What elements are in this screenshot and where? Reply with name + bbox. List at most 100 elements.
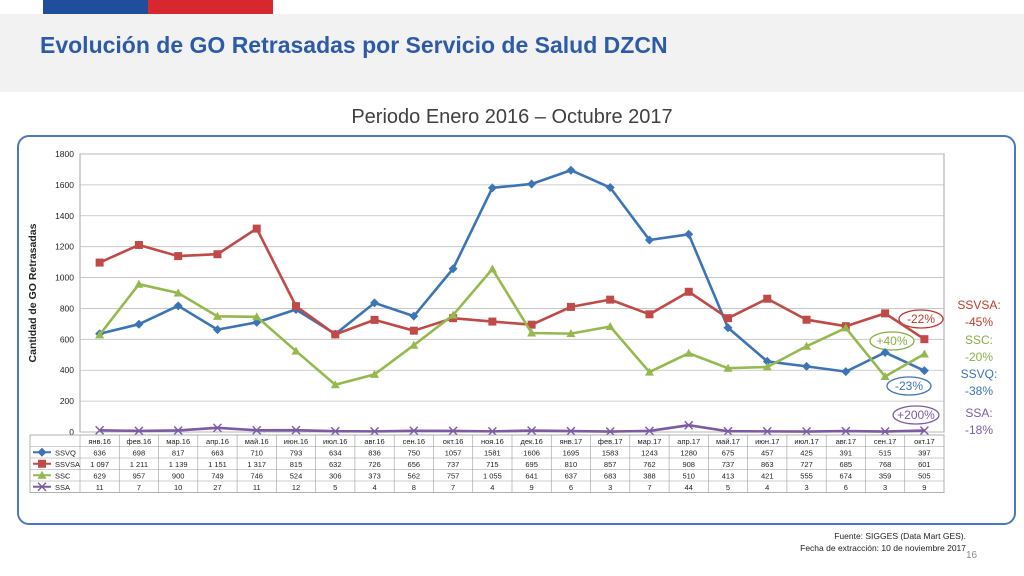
data-point-ssa — [802, 427, 812, 437]
table-cell-ssc: 749 — [211, 471, 224, 480]
table-cell-ssa: 4 — [765, 483, 769, 492]
data-point-ssc — [802, 341, 812, 350]
data-point-ssa — [762, 426, 772, 436]
data-point-ssvsa — [763, 294, 772, 303]
annotation-ssvq-change: -23% — [894, 379, 923, 393]
x-tick-label: сен.17 — [874, 437, 897, 446]
side-label-ssa-value: -18% — [964, 423, 993, 437]
extraction-date: Fecha de extracción: 10 de noviembre 201… — [800, 543, 966, 553]
data-point-ssa — [487, 426, 497, 436]
data-point-ssc — [723, 363, 733, 372]
data-point-ssvsa — [331, 330, 340, 339]
data-point-ssvq — [919, 366, 929, 376]
data-point-ssc — [644, 367, 654, 376]
table-cell-ssvsa: 762 — [643, 460, 656, 469]
table-cell-ssvq: 817 — [172, 448, 185, 457]
table-cell-ssvq: 1606 — [523, 448, 540, 457]
data-point-ssa — [723, 426, 733, 436]
table-cell-ssc: 637 — [565, 471, 578, 480]
data-point-ssc — [841, 323, 851, 332]
y-tick-label: 1000 — [55, 273, 74, 283]
x-tick-label: сен.16 — [403, 437, 426, 446]
legend-marker-ssvsa — [38, 459, 46, 468]
table-cell-ssvq: 836 — [368, 448, 381, 457]
data-point-ssvsa — [684, 287, 693, 296]
x-tick-label: фев.16 — [127, 437, 152, 446]
legend-marker-ssvq — [37, 447, 47, 457]
table-cell-ssvq: 634 — [329, 448, 342, 457]
x-tick-label: фев.17 — [598, 437, 623, 446]
table-cell-ssc: 555 — [800, 471, 813, 480]
table-cell-ssvsa: 1 097 — [90, 460, 109, 469]
table-cell-ssc: 746 — [250, 471, 263, 480]
table-cell-ssvq: 1695 — [563, 448, 580, 457]
data-point-ssc — [370, 369, 380, 378]
table-cell-ssvq: 663 — [211, 448, 224, 457]
y-tick-label: 200 — [60, 396, 74, 406]
slide-title: Evolución de GO Retrasadas por Servicio … — [40, 32, 668, 58]
table-cell-ssa: 3 — [608, 483, 612, 492]
table-cell-ssvsa: 737 — [722, 460, 735, 469]
side-label-ssa-name: SSA: — [965, 406, 993, 420]
table-cell-ssc: 413 — [722, 471, 735, 480]
table-cell-ssc: 306 — [329, 471, 342, 480]
table-cell-ssvsa: 1 151 — [208, 460, 227, 469]
data-point-ssa — [291, 425, 301, 435]
data-point-ssvsa — [134, 240, 143, 249]
data-point-ssa — [605, 427, 615, 437]
table-cell-ssa: 11 — [253, 483, 261, 492]
data-point-ssvsa — [881, 309, 890, 318]
table-cell-ssc: 957 — [133, 471, 146, 480]
x-tick-label: авг.17 — [836, 437, 856, 446]
table-cell-ssc: 629 — [93, 471, 106, 480]
side-label-ssvq-name: SSVQ: — [960, 367, 998, 381]
table-cell-ssa: 9 — [922, 483, 926, 492]
source-note: Fuente: SIGGES (Data Mart GES). Fecha de… — [800, 530, 966, 554]
table-cell-ssvsa: 726 — [368, 460, 381, 469]
data-point-ssvsa — [252, 224, 261, 233]
table-cell-ssvsa: 857 — [604, 460, 617, 469]
table-cell-ssvsa: 908 — [682, 460, 695, 469]
legend-marker-ssa — [37, 482, 47, 492]
series-line-ssvq — [99, 168, 925, 373]
side-label-ssa: SSA: -18% — [950, 405, 1008, 439]
data-point-ssa — [409, 426, 419, 436]
table-cell-ssvq: 391 — [840, 448, 853, 457]
data-point-ssa — [448, 426, 458, 436]
table-cell-ssc: 388 — [643, 471, 656, 480]
data-point-ssc — [684, 348, 694, 357]
table-cell-ssvsa: 727 — [800, 460, 813, 469]
y-tick-label: 1800 — [55, 149, 74, 159]
x-tick-label: мар.17 — [637, 437, 661, 446]
data-point-ssc — [409, 340, 419, 349]
data-point-ssvsa — [606, 295, 615, 304]
data-point-ssvq — [566, 165, 576, 175]
data-point-ssvq — [762, 356, 772, 366]
data-point-ssvq — [409, 311, 419, 321]
table-cell-ssa: 3 — [804, 483, 808, 492]
legend-label-ssc: SSC — [55, 471, 71, 480]
brand-bar-blue — [43, 0, 148, 14]
x-tick-label: окт.17 — [914, 437, 935, 446]
table-cell-ssvsa: 1 139 — [169, 460, 188, 469]
data-point-ssvsa — [724, 314, 732, 323]
series-line-ssa — [99, 423, 925, 433]
data-point-ssvq — [802, 361, 812, 371]
side-label-ssvq: SSVQ: -38% — [950, 366, 1008, 400]
data-point-ssvsa — [292, 302, 300, 311]
x-tick-label: янв.17 — [560, 437, 583, 446]
table-cell-ssvq: 1280 — [680, 448, 697, 457]
table-cell-ssvq: 750 — [408, 448, 421, 457]
data-point-ssvsa — [370, 315, 379, 324]
table-cell-ssvq: 397 — [918, 448, 931, 457]
table-cell-ssvq: 457 — [761, 448, 774, 457]
table-cell-ssa: 27 — [213, 483, 221, 492]
table-cell-ssc: 641 — [525, 471, 538, 480]
table-cell-ssvsa: 737 — [447, 460, 460, 469]
legend-label-ssvq: SSVQ — [55, 448, 76, 457]
table-cell-ssvsa: 1 317 — [247, 460, 266, 469]
data-point-ssa — [370, 426, 380, 436]
table-cell-ssvq: 1057 — [445, 448, 462, 457]
data-point-ssc — [566, 329, 576, 338]
table-cell-ssa: 44 — [685, 483, 693, 492]
